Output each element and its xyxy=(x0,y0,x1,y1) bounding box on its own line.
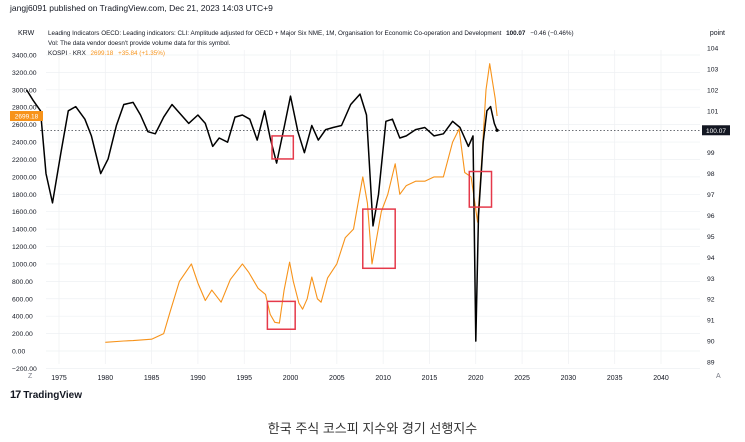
kospi-legend-change: +35.84 (+1.35%) xyxy=(118,50,165,57)
tradingview-logo-icon: 17 xyxy=(10,389,21,401)
right-tick-label: 94 xyxy=(707,255,715,262)
highlight-box xyxy=(266,300,296,330)
right-tick-label: 91 xyxy=(707,318,715,325)
left-tick-label: 2400.00 xyxy=(12,140,37,147)
cli-legend-change: −0.46 (−0.46%) xyxy=(530,30,573,37)
cli-price-tag-label: 100.07 xyxy=(706,128,726,135)
left-tick-label: −200.00 xyxy=(12,366,37,373)
right-tick-label: 104 xyxy=(707,46,719,53)
highlight-boxes xyxy=(266,135,493,330)
chart-frame: 3400.00 3200.00 3000.00 2800.00 2600.00 2400.… xyxy=(10,26,733,384)
left-tick-label: 1000.00 xyxy=(12,261,37,268)
a-label[interactable]: A xyxy=(716,373,721,380)
left-tick-label: 2000.00 xyxy=(12,174,37,181)
kospi-price-tag xyxy=(10,111,43,122)
right-tick-label: 98 xyxy=(707,171,715,178)
brand-name: TradingView xyxy=(23,389,82,401)
cli-price-tag xyxy=(702,125,730,136)
left-tick-label: 3400.00 xyxy=(12,53,37,60)
tradingview-brand: 17 TradingView xyxy=(10,389,82,401)
right-tick-label: 101 xyxy=(707,108,719,115)
right-tick-label: 102 xyxy=(707,87,719,94)
highlight-box xyxy=(468,170,493,208)
grid-layer xyxy=(46,50,700,369)
kospi-legend-name: KOSPI · KRX xyxy=(48,50,87,57)
x-tick-label: 2005 xyxy=(329,375,345,382)
x-axis-ticks: 1975 1980 1985 1990 1995 2000 2005 2010 2015 2020… xyxy=(51,375,669,382)
series-layer xyxy=(25,63,499,343)
kospi-series-line xyxy=(105,63,498,343)
left-tick-label: 0.00 xyxy=(12,349,25,356)
x-tick-label: 2000 xyxy=(283,375,299,382)
figure-caption: 한국 주식 코스피 지수와 경기 선행지수 xyxy=(267,421,478,436)
cli-last-point xyxy=(495,128,499,132)
chart-svg: 3400.00 3200.00 3000.00 2800.00 2600.00 2400.… xyxy=(10,30,730,382)
left-tick-label: 200.00 xyxy=(12,331,33,338)
x-tick-label: 2040 xyxy=(653,375,669,382)
left-tick-label: 1400.00 xyxy=(12,227,37,234)
x-tick-label: 2015 xyxy=(422,375,438,382)
z-label[interactable]: Z xyxy=(28,373,33,380)
right-tick-label: 95 xyxy=(707,234,715,241)
x-tick-label: 2020 xyxy=(468,375,484,382)
x-tick-label: 1980 xyxy=(98,375,114,382)
left-tick-label: 3200.00 xyxy=(12,70,37,77)
right-tick-label: 93 xyxy=(707,276,715,283)
highlight-box xyxy=(362,208,396,270)
left-tick-label: 1200.00 xyxy=(12,244,37,251)
left-tick-label: 400.00 xyxy=(12,314,33,321)
left-unit-label: KRW xyxy=(18,30,35,37)
left-tick-label: 2800.00 xyxy=(12,105,37,112)
x-tick-label: 2030 xyxy=(561,375,577,382)
volume-legend: Vol: The data vendor doesn't provide vol… xyxy=(48,40,231,47)
left-tick-label: 1800.00 xyxy=(12,192,37,199)
x-tick-label: 2035 xyxy=(607,375,623,382)
right-tick-label: 99 xyxy=(707,150,715,157)
right-axis-ticks: 1041031021011009998979695949392919089 xyxy=(707,46,719,367)
left-tick-label: 2200.00 xyxy=(12,157,37,164)
x-tick-label: 1990 xyxy=(190,375,206,382)
cli-legend-value: 100.07 xyxy=(506,30,526,37)
highlight-box xyxy=(271,135,295,160)
right-tick-label: 96 xyxy=(707,213,715,220)
left-tick-label: 3000.00 xyxy=(12,87,37,94)
left-tick-label: 1600.00 xyxy=(12,209,37,216)
x-tick-label: 1985 xyxy=(144,375,160,382)
left-tick-label: 600.00 xyxy=(12,296,33,303)
left-tick-label: 800.00 xyxy=(12,279,33,286)
right-tick-label: 103 xyxy=(707,66,719,73)
x-tick-label: 2025 xyxy=(514,375,530,382)
right-tick-label: 89 xyxy=(707,360,715,367)
x-tick-label: 1975 xyxy=(51,375,67,382)
publisher-line: jangj6091 published on TradingView.com, … xyxy=(10,3,273,13)
kospi-price-tag-label: 2699.18 xyxy=(15,114,39,121)
kospi-legend-value: 2699.18 xyxy=(91,50,114,57)
price-tags: 2699.18 100.07 xyxy=(10,111,730,136)
right-tick-label: 97 xyxy=(707,192,715,199)
x-tick-label: 1995 xyxy=(236,375,252,382)
x-tick-label: 2010 xyxy=(375,375,391,382)
right-tick-label: 90 xyxy=(707,339,715,346)
right-tick-label: 92 xyxy=(707,297,715,304)
right-unit-label: point xyxy=(710,30,725,37)
svg-text:Leading Indicators OECD: Leadi: Leading Indicators OECD: Leading indicat… xyxy=(48,30,574,37)
cli-legend-name: Leading Indicators OECD: Leading indicat… xyxy=(48,30,502,37)
left-tick-label: 2600.00 xyxy=(12,122,37,129)
svg-text:KOSPI · KRX 2699.18: KOSPI · KRX 2699.18 +35.84 (+1.35%) xyxy=(48,50,165,57)
cli-series-line xyxy=(25,89,498,342)
left-axis-ticks: 3400.00 3200.00 3000.00 2800.00 2600.00 2400.… xyxy=(12,53,37,373)
